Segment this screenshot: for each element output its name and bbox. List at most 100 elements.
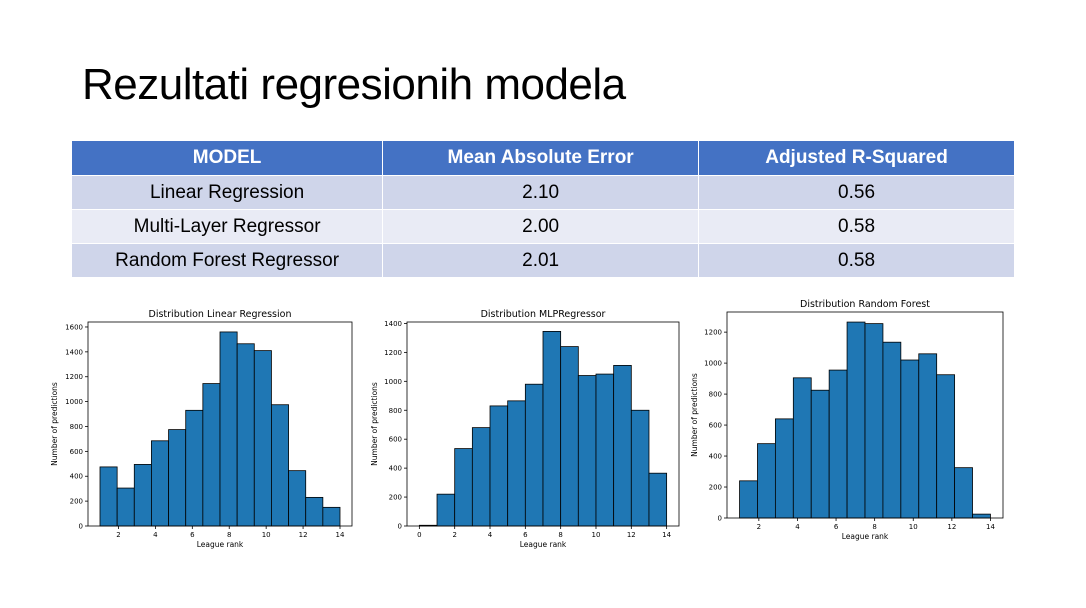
histogram-bar: [954, 467, 973, 519]
x-tick-label: 12: [627, 531, 636, 539]
histogram-bar: [630, 409, 650, 527]
y-tick-label: 1200: [65, 373, 83, 381]
model-name-cell: Linear Regression: [70, 175, 384, 210]
histogram-bar: [577, 375, 597, 527]
y-tick-label: 1400: [384, 320, 402, 328]
x-tick-label: 6: [834, 523, 839, 531]
histogram-bar: [524, 383, 544, 527]
histogram-bar: [828, 369, 848, 519]
y-axis-label: Number of predictions: [370, 382, 379, 466]
x-tick-label: 8: [227, 531, 231, 539]
header-r-squared: Adjusted R-Squared: [698, 140, 1015, 176]
y-tick-label: 1400: [65, 348, 83, 356]
y-tick-label: 1000: [65, 398, 83, 406]
x-tick-label: 2: [116, 531, 120, 539]
histogram-random-forest: Distribution Random Forest 2 4 6 8 10 12 14 0 200…: [690, 299, 1004, 541]
plot-frame: [726, 311, 1004, 519]
histogram-bar: [454, 448, 473, 527]
histogram-bar: [305, 496, 324, 527]
y-tick-label: 200: [709, 484, 722, 492]
y-tick-label: 200: [389, 494, 402, 502]
y-axis-label: Number of predictions: [690, 373, 699, 457]
results-table: MODEL Mean Absolute Error Adjusted R-Squ…: [70, 140, 1015, 278]
histogram-bar: [471, 427, 491, 527]
x-tick-label: 4: [488, 531, 493, 539]
x-axis-label: League rank: [842, 532, 889, 541]
y-tick-label: 1000: [704, 360, 722, 368]
y-axis-label: Number of predictions: [50, 382, 59, 466]
histogram-bar: [595, 373, 615, 527]
histogram-bar: [116, 487, 135, 527]
x-axis-label: League rank: [520, 540, 567, 549]
histogram-bar: [322, 506, 341, 527]
x-tick-label: 14: [662, 531, 671, 539]
histogram-bar: [757, 443, 776, 519]
y-tick-label: 0: [398, 523, 402, 531]
histogram-bar: [236, 343, 255, 527]
header-mae: Mean Absolute Error: [382, 140, 700, 176]
x-tick-label: 12: [947, 523, 956, 531]
y-tick-label: 600: [70, 448, 83, 456]
y-tick-label: 200: [70, 498, 83, 506]
histogram-bar: [648, 472, 668, 527]
histogram-bar: [774, 418, 794, 519]
histogram-bar: [133, 464, 152, 527]
chart-title: Distribution Linear Regression: [149, 309, 292, 320]
mae-cell: 2.10: [382, 175, 700, 210]
table-row: Multi-Layer Regressor 2.00 0.58: [70, 209, 1015, 244]
slide-title: Rezultati regresionih modela: [82, 60, 626, 109]
histogram-bar: [288, 470, 307, 527]
plot-frame: [406, 321, 680, 527]
chart-title: Distribution Random Forest: [800, 299, 930, 310]
histogram-bar: [972, 513, 991, 519]
y-tick-label: 1600: [65, 323, 83, 331]
x-tick-label: 10: [262, 531, 271, 539]
x-tick-label: 8: [872, 523, 876, 531]
histogram-bar: [560, 346, 579, 527]
histogram-bar: [436, 493, 456, 527]
y-tick-label: 0: [79, 523, 83, 531]
chart-title: Distribution MLPRegressor: [481, 309, 606, 320]
y-tick-label: 800: [709, 391, 722, 399]
histogram-bar: [882, 341, 902, 519]
histogram-bar: [271, 404, 289, 527]
mae-cell: 2.00: [382, 209, 700, 244]
histogram-bar: [185, 409, 204, 527]
x-tick-label: 14: [336, 531, 345, 539]
y-tick-label: 400: [70, 473, 83, 481]
model-name-cell: Multi-Layer Regressor: [70, 209, 384, 244]
histogram-bar: [253, 350, 272, 527]
x-tick-label: 14: [986, 523, 995, 531]
y-tick-label: 1200: [704, 329, 722, 337]
x-tick-label: 8: [558, 531, 562, 539]
x-tick-label: 4: [795, 523, 800, 531]
table-row: Linear Regression 2.10 0.56: [70, 175, 1015, 210]
y-tick-label: 400: [389, 465, 402, 473]
table-row: Random Forest Regressor 2.01 0.58: [70, 243, 1015, 278]
y-tick-label: 800: [389, 407, 402, 415]
x-tick-label: 2: [452, 531, 456, 539]
histogram-bar: [168, 429, 187, 527]
histogram-bar: [864, 323, 884, 519]
x-tick-label: 6: [523, 531, 528, 539]
histogram-bar: [219, 331, 238, 527]
y-tick-label: 400: [709, 453, 722, 461]
histogram-bar: [613, 365, 632, 527]
histogram-bar: [202, 383, 221, 527]
x-tick-label: 2: [757, 523, 761, 531]
histogram-bar: [936, 374, 956, 519]
histogram-bar: [792, 377, 812, 519]
r-squared-cell: 0.56: [698, 175, 1015, 210]
histogram-bar: [810, 389, 830, 519]
histogram-mlp-regressor: Distribution MLPRegressor 0 2 4 6 8 10 12 14 0 200…: [370, 309, 680, 549]
x-tick-label: 0: [417, 531, 421, 539]
histogram-bar: [739, 480, 758, 519]
x-tick-label: 6: [190, 531, 195, 539]
histogram-bar: [900, 359, 920, 519]
table-header-row: MODEL Mean Absolute Error Adjusted R-Squ…: [70, 140, 1015, 176]
r-squared-cell: 0.58: [698, 209, 1015, 244]
header-model: MODEL: [70, 140, 384, 176]
y-tick-label: 600: [389, 436, 402, 444]
r-squared-cell: 0.58: [698, 243, 1015, 278]
histogram-bar: [507, 400, 526, 527]
